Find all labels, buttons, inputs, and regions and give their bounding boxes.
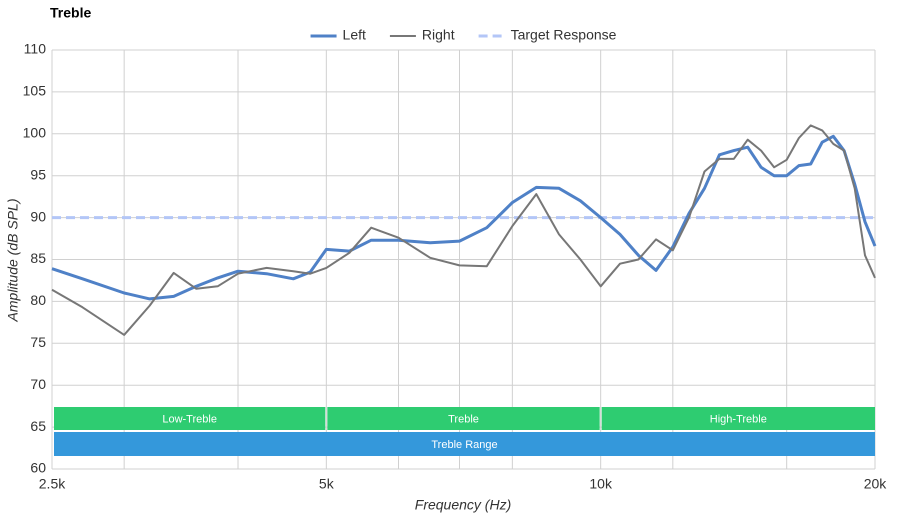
band-label: Low-Treble — [162, 413, 217, 425]
y-tick-label: 75 — [30, 334, 46, 350]
series-line — [51, 124, 876, 336]
y-tick-label: 90 — [30, 208, 46, 224]
y-tick-label: 110 — [24, 41, 47, 57]
y-tick-label: 100 — [23, 125, 47, 141]
y-tick-label: 70 — [30, 376, 46, 392]
y-tick-label: 65 — [30, 418, 46, 434]
x-tick-label: 20k — [864, 476, 888, 492]
x-axis-label: Frequency (Hz) — [415, 497, 511, 513]
chart-title: Treble — [50, 5, 91, 21]
y-tick-label: 85 — [30, 250, 46, 266]
y-tick-label: 95 — [30, 166, 46, 182]
legend-label: Left — [343, 27, 366, 43]
y-tick-label: 60 — [30, 460, 46, 476]
band-label: Treble — [448, 413, 479, 425]
x-tick-label: 10k — [589, 476, 613, 492]
y-tick-label: 105 — [23, 83, 47, 99]
legend-label: Target Response — [511, 27, 617, 43]
y-axis-label: Amplitude (dB SPL) — [5, 199, 21, 323]
x-tick-label: 2.5k — [39, 476, 66, 492]
band-label: Treble Range — [431, 439, 497, 451]
x-tick-label: 5k — [319, 476, 335, 492]
y-tick-label: 80 — [30, 292, 46, 308]
legend-label: Right — [422, 27, 455, 43]
series-line — [51, 134, 877, 301]
range-band — [54, 432, 875, 456]
range-band — [54, 407, 326, 430]
range-band — [601, 407, 875, 430]
range-band — [327, 407, 600, 430]
band-label: High-Treble — [710, 413, 767, 425]
